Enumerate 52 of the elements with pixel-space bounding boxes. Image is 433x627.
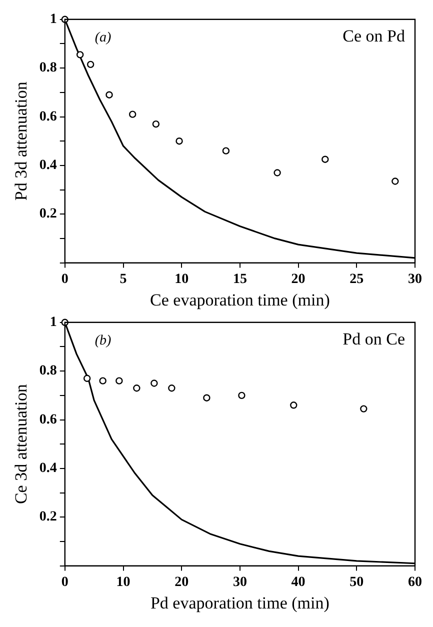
x-tick-label: 30	[408, 272, 422, 287]
y-tick-label: 1	[50, 12, 57, 28]
x-tick-label: 0	[61, 574, 68, 590]
x-tick-label: 40	[291, 574, 306, 590]
point	[86, 60, 94, 68]
y-axis-title: Ce 3d attenuation	[12, 384, 31, 504]
point	[106, 91, 113, 98]
point	[76, 51, 84, 58]
x-tick-label: 60	[408, 574, 422, 590]
y-tick-label: 0.2	[39, 206, 57, 222]
annotation: (a)	[94, 30, 112, 46]
x-tick-label: 0	[61, 272, 68, 287]
y-axis-title: Pd 3d attenuation	[12, 81, 31, 201]
y-tick-label: 0.8	[39, 60, 57, 76]
x-axis-title: Ce evaporation time (min)	[150, 290, 330, 310]
point	[152, 120, 160, 128]
x-tick-label: 15	[232, 272, 247, 287]
x-tick-label: 5	[120, 272, 127, 287]
annotation: Ce on Pd	[342, 26, 406, 46]
y-tick-label: 0.8	[39, 364, 57, 379]
y-tick-label: 0.2	[39, 510, 57, 525]
x-tick-label: 25	[350, 272, 364, 287]
point	[99, 377, 106, 384]
point	[116, 377, 123, 384]
x-tick-label: 50	[350, 574, 364, 590]
point	[222, 147, 230, 154]
y-tick-label: 0.6	[39, 109, 57, 124]
x-tick-label: 20	[174, 574, 189, 590]
x-tick-label: 10	[174, 272, 189, 287]
point	[290, 402, 298, 409]
y-tick-label: 0.4	[39, 158, 57, 174]
point	[176, 138, 183, 145]
point	[392, 178, 399, 185]
point	[133, 384, 140, 392]
x-axis-title: Pd evaporation time (min)	[150, 593, 330, 612]
x-tick-label: 20	[291, 272, 306, 287]
annotation: (b)	[94, 333, 112, 348]
point	[83, 374, 91, 382]
annotation: Pd on Ce	[342, 329, 405, 348]
x-tick-label: 30	[232, 574, 247, 590]
point	[238, 392, 246, 400]
point	[203, 394, 210, 402]
point	[150, 380, 158, 387]
y-tick-label: 1	[50, 315, 57, 330]
point	[360, 405, 368, 412]
y-tick-label: 0.6	[39, 412, 57, 428]
point	[168, 384, 176, 392]
point	[322, 156, 329, 163]
point	[128, 110, 136, 118]
y-tick-label: 0.4	[39, 461, 57, 476]
x-tick-label: 10	[116, 574, 130, 590]
point	[274, 169, 281, 176]
